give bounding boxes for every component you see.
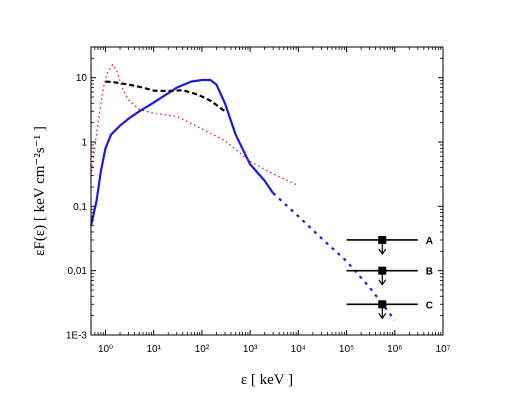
x-tick-label: 10⁷ [436, 344, 451, 355]
y-tick-label: 1 [81, 138, 87, 149]
plot-frame [90, 46, 444, 336]
upper-limit-a: A [346, 235, 433, 256]
upper-limit-label: B [426, 267, 433, 278]
x-axis-title: ε [ keV ] [241, 372, 293, 388]
x-tick-label: 10⁵ [339, 344, 354, 355]
y-tick-label: 0,1 [73, 202, 87, 213]
x-tick-label: 10³ [243, 344, 258, 355]
y-tick-label: 0,01 [68, 266, 88, 277]
x-tick-label: 10⁴ [291, 344, 306, 355]
upper-limits-layer: A B C [346, 235, 433, 320]
y-tick-label: 1E-3 [66, 331, 88, 342]
upper-limit-label: C [426, 300, 433, 311]
blue-solid-series-line [89, 78, 275, 226]
y-tick-label: 10 [76, 73, 88, 84]
upper-limit-arrow-head [378, 248, 387, 256]
y-axis-title: εF(ε) [ keV cm⁻²s⁻¹ ] [32, 126, 48, 256]
upper-limit-label: A [426, 236, 433, 247]
series-layer [89, 63, 396, 321]
x-tick-label: 10⁰ [98, 344, 113, 355]
upper-limit-arrow-head [378, 279, 387, 286]
x-tick-label: 10¹ [146, 344, 161, 355]
red-dotted-series-line [90, 63, 299, 187]
upper-limit-arrow-head [378, 312, 387, 320]
ticks-layer: 10⁰ 10¹ 10² 10³ 10⁴ 10⁵ 10⁶ 10⁷ 1E-3 0,01 0,1 1 10 [66, 47, 451, 355]
upper-limit-c: C [346, 300, 433, 320]
upper-limit-b: B [346, 266, 433, 286]
x-tick-label: 10⁶ [387, 344, 402, 355]
x-tick-label: 10² [195, 344, 210, 355]
black-dashed-series-line [105, 80, 226, 113]
